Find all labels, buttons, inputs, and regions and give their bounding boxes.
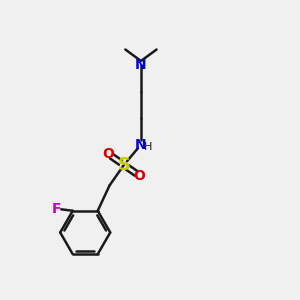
Text: S: S <box>117 156 130 174</box>
Text: O: O <box>102 147 114 161</box>
Text: O: O <box>134 169 146 183</box>
Text: N: N <box>135 138 147 152</box>
Text: N: N <box>135 58 147 72</box>
Text: F: F <box>52 202 61 216</box>
Text: H: H <box>144 142 152 152</box>
